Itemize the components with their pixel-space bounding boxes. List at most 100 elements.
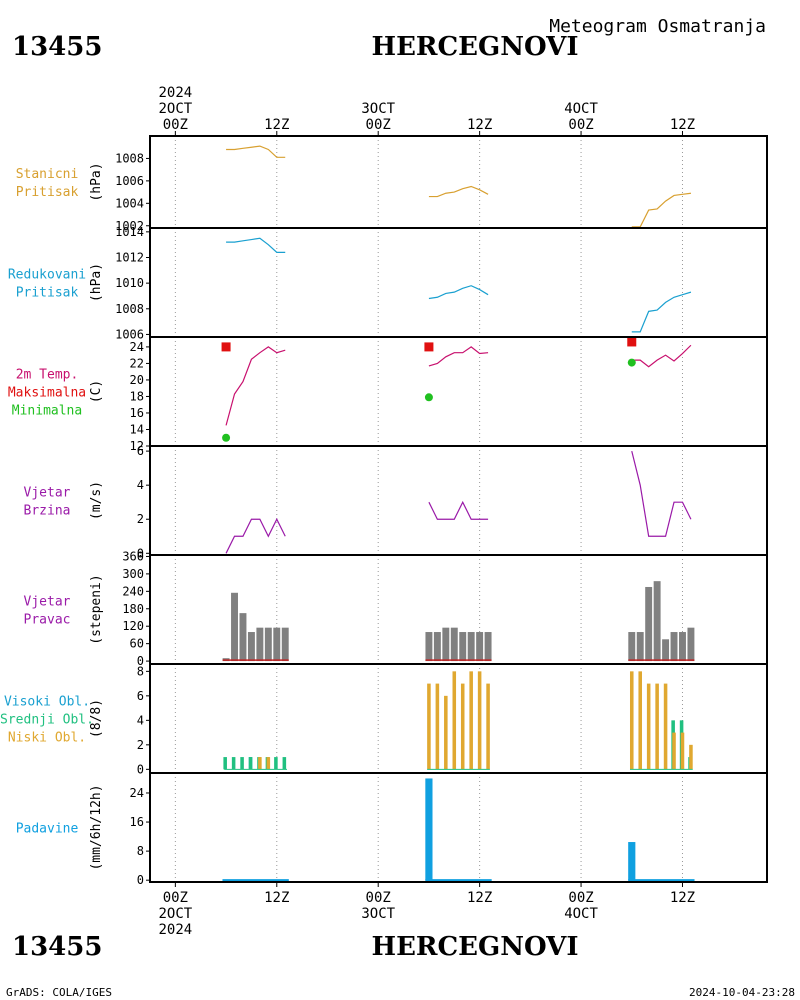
station-name-bottom: HERCEGNOVI bbox=[372, 932, 579, 962]
series-line bbox=[225, 517, 286, 554]
cloud-bar bbox=[663, 683, 668, 770]
panel-label: Pravac bbox=[24, 613, 71, 628]
x-tick-label: 12Z bbox=[670, 117, 695, 133]
cloud-bar bbox=[274, 757, 278, 770]
y-tick-label: 1014 bbox=[115, 225, 144, 239]
y-tick-label: 24 bbox=[130, 340, 144, 354]
panel-precipitation: 0 8 16 24 (mm/6h/12h) Padavine bbox=[16, 772, 768, 887]
series-line bbox=[428, 285, 489, 300]
y-axis-label: (hPa) bbox=[89, 162, 104, 201]
x-tick-label: 2OCT bbox=[158, 101, 192, 117]
cloud-bar bbox=[282, 757, 287, 770]
y-tick-label: 6 bbox=[137, 689, 144, 703]
y-axis-label: (C) bbox=[89, 380, 104, 403]
series-line bbox=[428, 185, 489, 198]
panel-frame bbox=[149, 135, 768, 229]
panel-label: Srednji Obl. bbox=[0, 713, 94, 728]
x-tick-label: 12Z bbox=[467, 117, 492, 133]
panel-frame bbox=[149, 336, 768, 447]
y-tick-label: 0 bbox=[137, 762, 144, 776]
wind-dir-bar bbox=[281, 627, 289, 662]
x-tick-label: 00Z bbox=[568, 117, 593, 133]
cloud-bar bbox=[646, 683, 651, 770]
max-temp-marker bbox=[221, 342, 231, 352]
x-tick-label: 3OCT bbox=[361, 101, 395, 117]
max-temp-marker bbox=[424, 342, 434, 352]
wind-dir-bar bbox=[239, 613, 247, 662]
wind-dir-bar bbox=[645, 586, 653, 662]
cloud-bar bbox=[638, 671, 642, 770]
wind-dir-bar bbox=[628, 632, 636, 662]
panel-frame bbox=[149, 227, 768, 338]
y-tick-label: 8 bbox=[137, 664, 144, 678]
panel-reduced_pressure: 1006 1008 1010 1012 1014 (hPa)Redukovani Priti… bbox=[8, 225, 768, 341]
wind-dir-bar bbox=[636, 632, 644, 662]
cloud-bar bbox=[444, 695, 448, 770]
y-tick-label: 300 bbox=[122, 567, 144, 581]
product-title: Meteogram Osmatranja bbox=[549, 16, 766, 37]
panel-temperature: 12 14 16 18 20 22 24 (C) 2m Temp. Maksimalna Minim… bbox=[8, 336, 768, 453]
cloud-bar bbox=[248, 757, 253, 770]
cloud-bar bbox=[435, 683, 440, 770]
x-tick-label: 00Z bbox=[568, 890, 593, 906]
x-tick-label: 4OCT bbox=[564, 101, 598, 117]
y-tick-label: 8 bbox=[137, 844, 144, 858]
panel-frame bbox=[149, 445, 768, 556]
wind-dir-bar bbox=[433, 632, 441, 662]
panel-label: Niski Obl. bbox=[8, 731, 86, 746]
wind-dir-bar bbox=[273, 627, 281, 662]
series-line bbox=[631, 291, 692, 333]
cloud-bar bbox=[680, 732, 685, 770]
wind-dir-bar bbox=[247, 632, 255, 662]
wind-dir-bar bbox=[231, 592, 238, 662]
y-tick-label: 12 bbox=[130, 439, 144, 453]
panel-label: Pritisak bbox=[16, 185, 79, 200]
cloud-bar bbox=[231, 757, 236, 770]
y-tick-label: 60 bbox=[130, 637, 144, 651]
y-tick-label: 16 bbox=[130, 406, 144, 420]
y-tick-label: 0 bbox=[137, 546, 144, 560]
station-id-bottom: 13455 bbox=[12, 932, 102, 962]
x-tick-label: 2OCT bbox=[158, 906, 192, 922]
y-tick-label: 4 bbox=[137, 478, 144, 492]
y-tick-label: 2 bbox=[137, 512, 144, 526]
min-temp-marker bbox=[424, 393, 433, 402]
panel-label: Pritisak bbox=[16, 286, 79, 301]
credit: GrADS: COLA/IGES bbox=[6, 986, 112, 999]
precip-bar bbox=[425, 778, 433, 881]
x-tick-label: 12Z bbox=[264, 890, 289, 906]
panel-label: Minimalna bbox=[12, 404, 82, 419]
x-tick-label: 4OCT bbox=[564, 906, 598, 922]
y-axis-label: (hPa) bbox=[89, 263, 104, 302]
y-tick-label: 16 bbox=[130, 815, 144, 829]
x-tick-label: 12Z bbox=[264, 117, 289, 133]
cloud-bar bbox=[460, 683, 465, 770]
x-tick-label: 2024 bbox=[158, 85, 192, 101]
panels: 1002100410061008(hPa)StanicniPritisak100… bbox=[0, 135, 768, 887]
y-tick-label: 0 bbox=[137, 873, 144, 887]
x-tick-label: 00Z bbox=[366, 890, 391, 906]
precip-bar bbox=[628, 842, 636, 881]
timestamp: 2024-10-04-23:28 bbox=[689, 986, 795, 999]
wind-dir-bar bbox=[476, 632, 484, 662]
panel-label: Brzina bbox=[24, 504, 71, 519]
wind-dir-bar bbox=[687, 627, 695, 662]
x-tick-label: 12Z bbox=[670, 890, 695, 906]
series-line bbox=[225, 346, 286, 426]
y-tick-label: 14 bbox=[130, 422, 144, 436]
y-tick-label: 2 bbox=[137, 738, 144, 752]
y-tick-label: 4 bbox=[137, 713, 144, 727]
wind-dir-bar bbox=[459, 632, 467, 662]
panel-label: 2m Temp. bbox=[16, 368, 79, 383]
panel-label: Vjetar bbox=[24, 486, 71, 501]
series-line bbox=[226, 237, 286, 253]
cloud-bar bbox=[655, 683, 659, 770]
station-id-top: 13455 bbox=[12, 32, 102, 62]
wind-dir-bar bbox=[450, 627, 458, 662]
y-tick-label: 0 bbox=[137, 654, 144, 668]
panel-label: Vjetar bbox=[24, 595, 71, 610]
cloud-bar bbox=[629, 671, 634, 770]
y-tick-label: 1008 bbox=[115, 151, 144, 165]
wind-dir-bar bbox=[264, 627, 272, 662]
